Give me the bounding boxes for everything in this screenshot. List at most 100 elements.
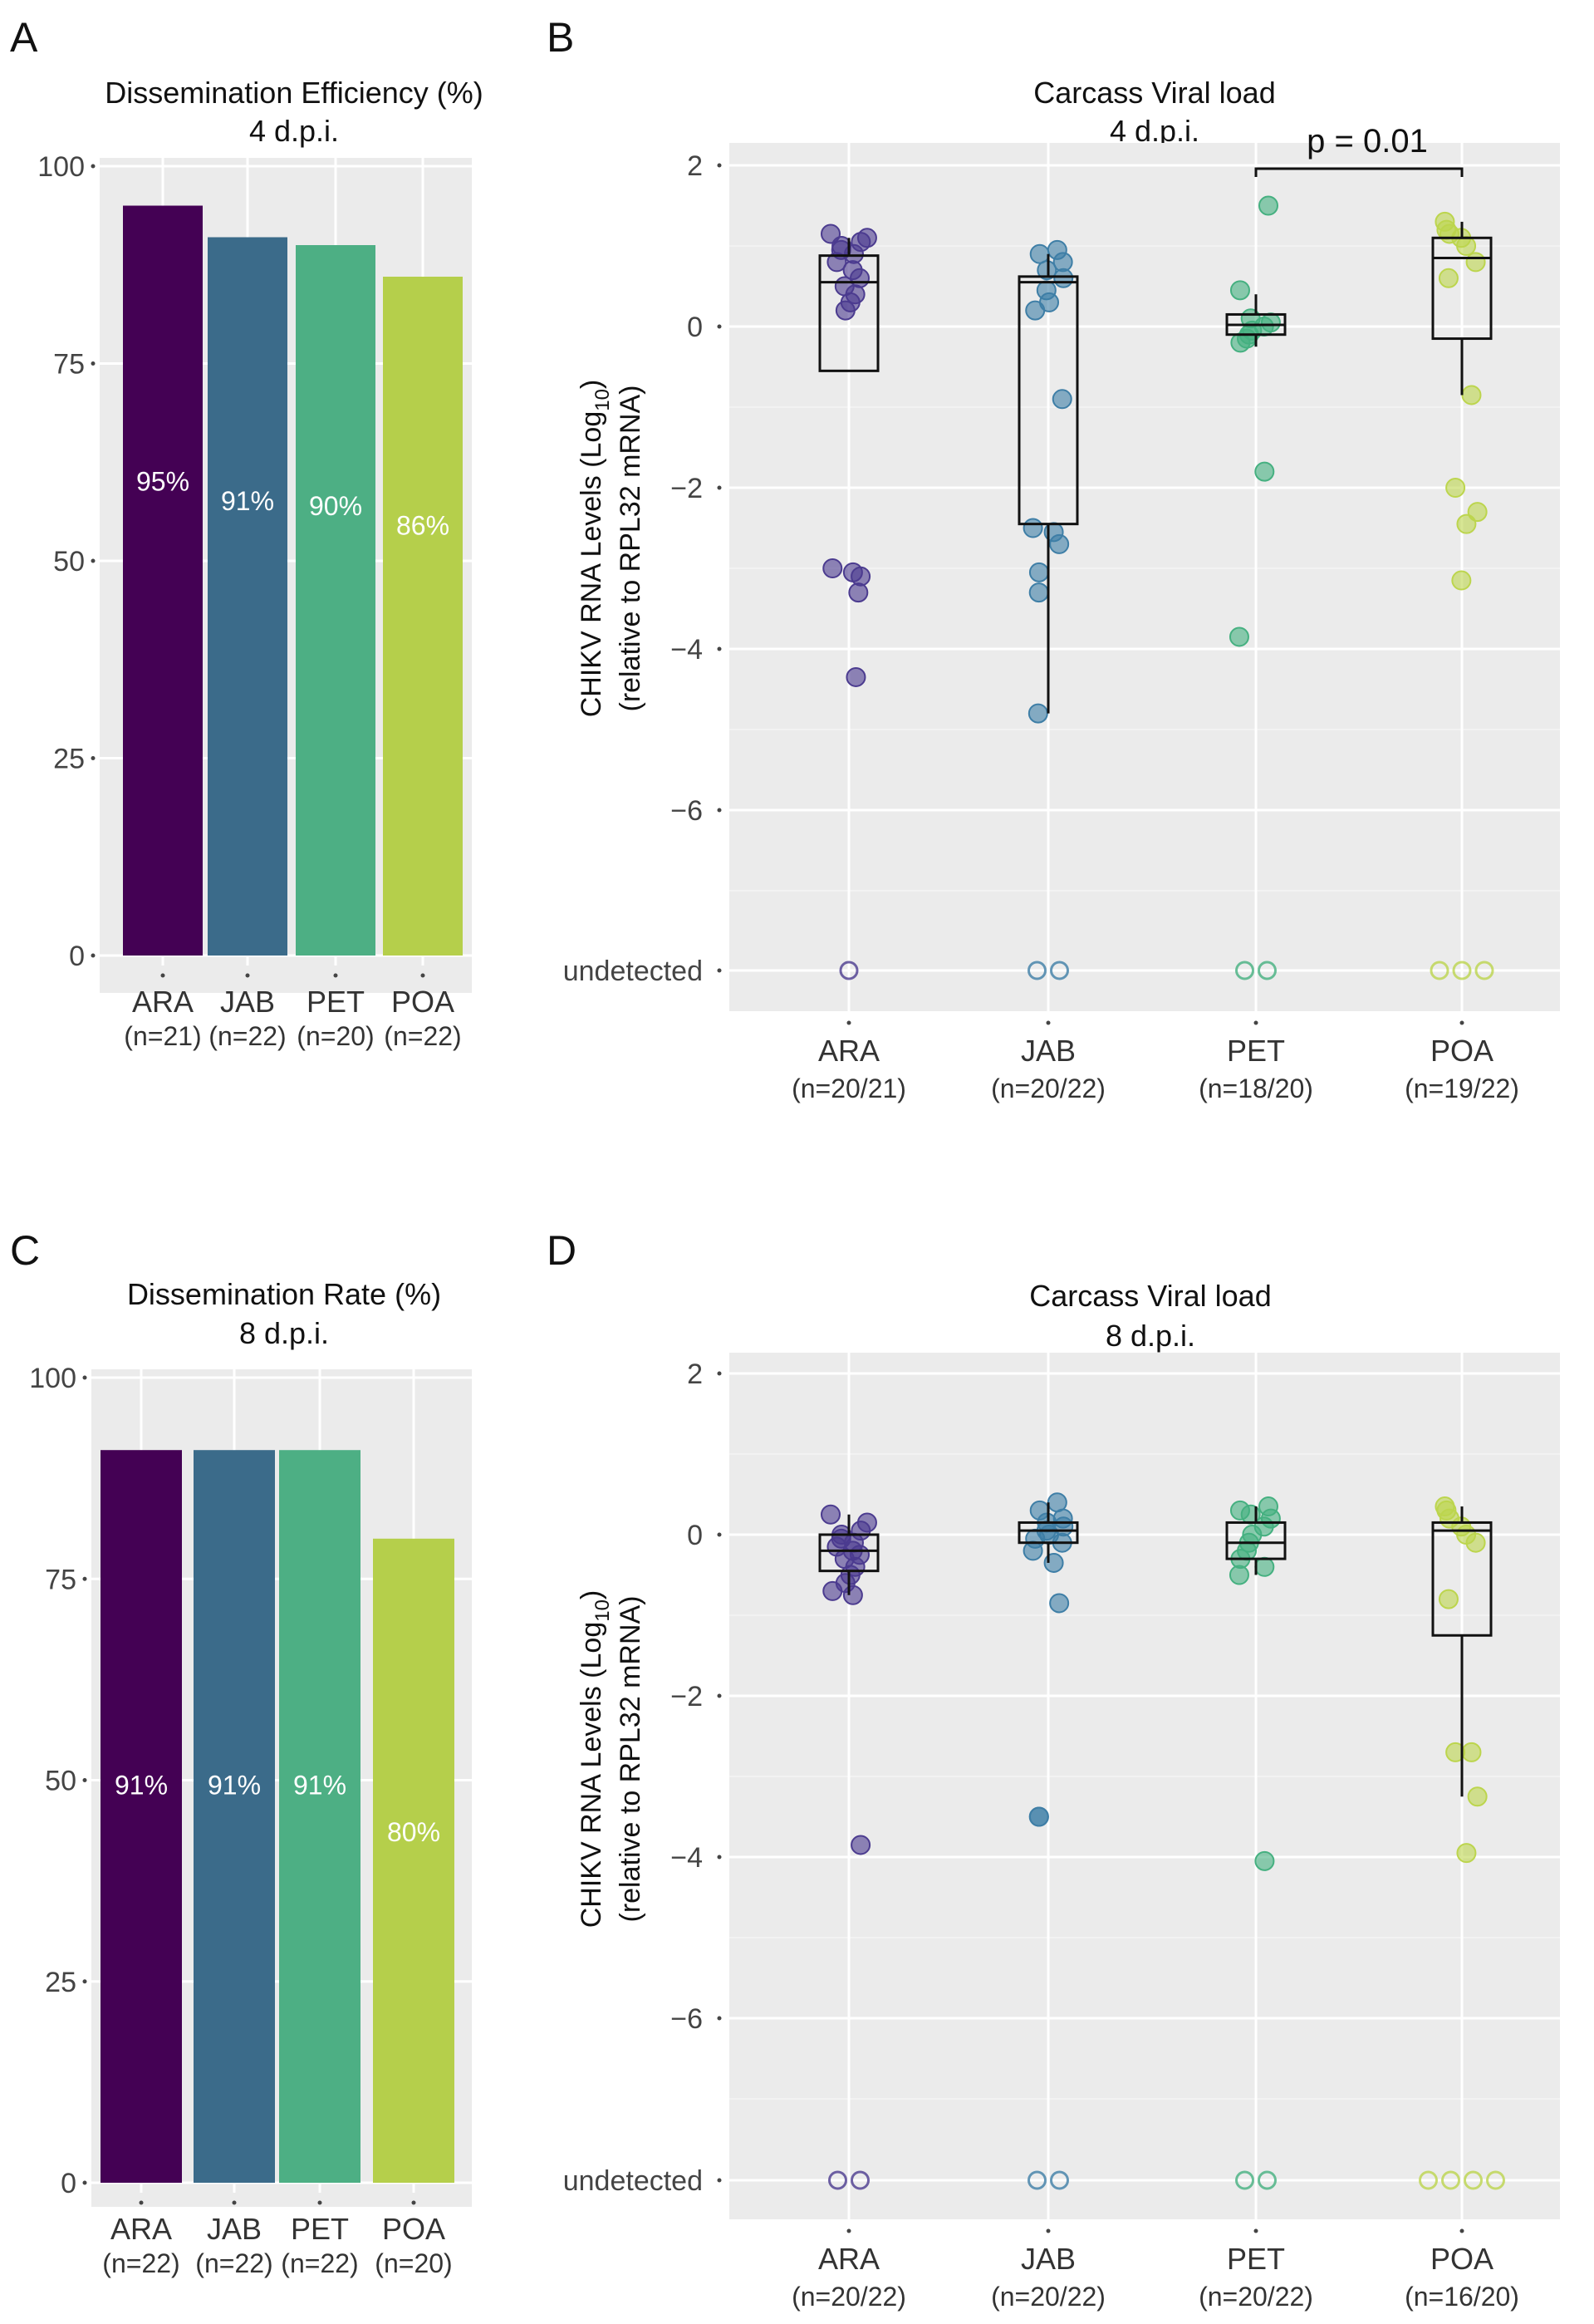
d-xtick-pet: PET (1227, 2242, 1285, 2276)
a-xtick-pet: PET (307, 985, 365, 1019)
d-point-pet (1254, 1556, 1275, 1577)
d-ytick-mark (717, 1693, 722, 1698)
b-pvalue-label: p = 0.01 (1307, 123, 1428, 160)
a-ytick-mark (91, 361, 96, 366)
a-ytick-mark (91, 953, 96, 958)
b-point-pet (1229, 280, 1250, 301)
d-ytick-label: −6 (670, 2003, 703, 2035)
a-ytick-mark (91, 164, 96, 169)
b-n-ara: (n=20/21) (792, 1074, 906, 1103)
b-point-poa (1465, 252, 1486, 273)
d-point-undetected-poa (1441, 2170, 1460, 2190)
panel-b-title: Carcass Viral load (1033, 76, 1275, 110)
d-box-jab (1018, 1521, 1079, 1545)
c-xtick-mark (411, 2200, 416, 2205)
d-xtick-jab: JAB (1021, 2242, 1076, 2276)
b-n-pet: (n=18/20) (1199, 1074, 1313, 1103)
d-xtick-poa: POA (1430, 2242, 1493, 2276)
c-ytick-label: 25 (45, 1967, 76, 1998)
b-point-poa (1451, 570, 1472, 591)
c-xtick-poa: POA (382, 2212, 445, 2246)
b-xtick-pet: PET (1227, 1034, 1285, 1068)
panel-a-title: Dissemination Efficiency (%) (105, 76, 483, 110)
panel-b-ylabel-line2: (relative to RPL32 mRNA) (615, 385, 646, 711)
a-ytick-label: 100 (37, 151, 85, 183)
d-ytick-mark (717, 1532, 722, 1537)
panel-c-subtitle: 8 d.p.i. (239, 1316, 329, 1350)
d-point-undetected-poa (1464, 2170, 1483, 2190)
b-xtick-poa: POA (1430, 1034, 1493, 1068)
a-bar-poa (383, 277, 463, 956)
d-ytick-mark (717, 1855, 722, 1860)
d-point-undetected-poa (1486, 2170, 1505, 2190)
c-ytick-label: 50 (45, 1766, 76, 1797)
panel-label-c: C (10, 1227, 40, 1274)
c-ytick-mark (82, 1979, 87, 1984)
a-ytick-mark (91, 558, 96, 563)
b-point-poa (1445, 478, 1466, 498)
d-point-ara (842, 1585, 863, 1605)
a-ytick-label: 50 (53, 546, 85, 577)
b-point-ara (822, 558, 843, 578)
panel-label-b: B (547, 14, 574, 61)
b-point-undetected-jab (1028, 961, 1047, 980)
a-bar-label-pet: 90% (309, 491, 362, 521)
c-n-jab: (n=22) (195, 2248, 272, 2278)
d-point-ara (821, 1504, 841, 1525)
d-point-ara (822, 1580, 843, 1601)
c-ytick-label: 100 (29, 1363, 76, 1394)
b-point-pet (1258, 195, 1278, 216)
b-xtick-mark (1459, 1020, 1464, 1025)
b-point-poa (1461, 385, 1482, 405)
b-point-jab (1053, 268, 1074, 288)
b-point-ara (848, 582, 869, 603)
d-point-poa (1445, 1742, 1466, 1762)
d-point-undetected-jab (1028, 2170, 1047, 2190)
a-xtick-jab: JAB (220, 985, 275, 1019)
d-point-jab (1023, 1540, 1043, 1561)
panel-d: D Carcass Viral load 8 d.p.i. CHIKV RNA … (547, 1227, 1560, 2312)
panel-a-subtitle: 4 d.p.i. (249, 114, 339, 148)
d-ytick-label: −2 (670, 1681, 703, 1712)
b-point-jab (1037, 260, 1057, 281)
b-point-ara (826, 252, 847, 273)
panel-b-subtitle: 4 d.p.i. (1110, 114, 1199, 148)
b-ytick-label: 0 (687, 312, 703, 343)
a-xtick-mark (160, 973, 165, 978)
panel-d-plot-bg (729, 1353, 1560, 2219)
panel-c: C Dissemination Rate (%) 8 d.p.i. 91% 91%… (10, 1227, 472, 2278)
a-bar-pet (296, 245, 375, 956)
d-point-poa (1465, 1532, 1486, 1553)
a-bar-ara (123, 205, 203, 956)
b-point-undetected-poa (1430, 961, 1449, 980)
panel-b-ylabel-line1: CHIKV RNA Levels (Log10) (576, 380, 614, 718)
c-xtick-mark (139, 2200, 144, 2205)
d-ytick-label: 2 (687, 1359, 703, 1390)
b-significance-bracket (1254, 167, 1464, 177)
d-n-jab: (n=20/22) (991, 2282, 1106, 2312)
d-point-undetected-ara (851, 2170, 870, 2190)
b-point-jab (1028, 582, 1049, 603)
b-ytick-undetected: undetected (563, 956, 703, 987)
d-point-poa (1467, 1786, 1488, 1807)
a-bar-label-poa: 86% (396, 510, 449, 540)
b-ytick-mark (717, 324, 722, 329)
panel-d-title: Carcass Viral load (1029, 1279, 1271, 1313)
panel-a: A Dissemination Efficiency (%) 4 d.p.i. … (10, 14, 483, 1051)
panel-label-d: D (547, 1227, 576, 1274)
c-bar-label-jab: 91% (208, 1771, 261, 1801)
c-ytick-mark (82, 1778, 87, 1782)
b-ytick-mark (717, 163, 722, 168)
d-point-undetected-pet (1235, 2170, 1254, 2190)
c-bar-jab (194, 1450, 275, 2183)
b-point-poa (1456, 236, 1477, 256)
a-xtick-mark (420, 973, 425, 978)
c-bar-pet (279, 1450, 360, 2183)
b-point-undetected-poa (1474, 961, 1494, 980)
a-n-jab: (n=22) (208, 1021, 286, 1051)
d-n-pet: (n=20/22) (1199, 2282, 1313, 2312)
b-ytick-label: 2 (687, 150, 703, 182)
d-point-undetected-jab (1050, 2170, 1069, 2190)
b-n-jab: (n=20/22) (991, 1074, 1106, 1103)
c-bar-ara (101, 1450, 182, 2183)
